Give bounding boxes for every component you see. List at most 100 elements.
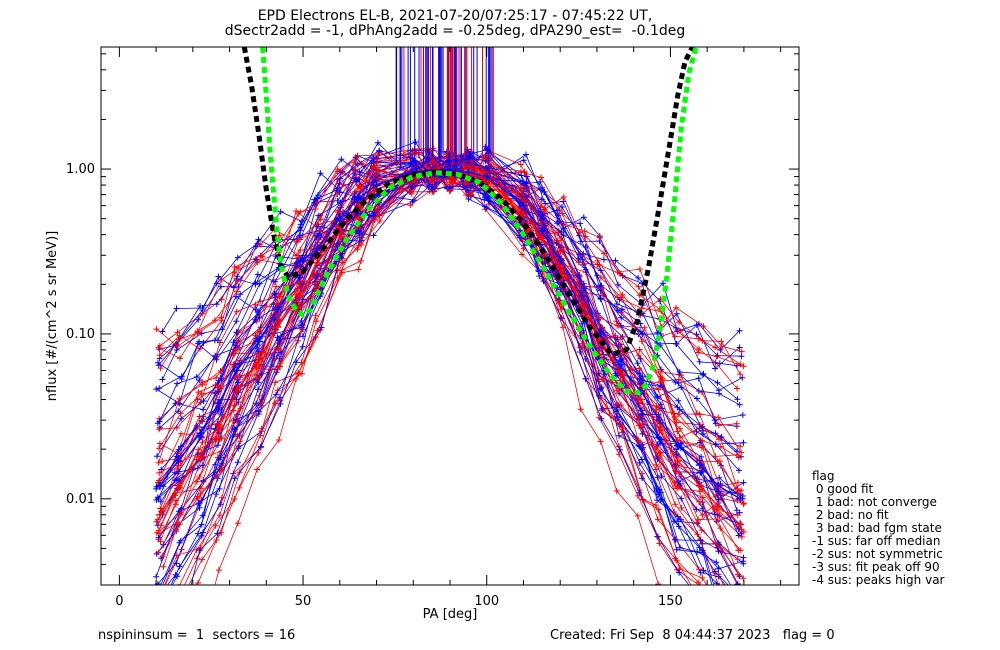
background-marker	[716, 360, 723, 367]
background-marker	[698, 444, 705, 451]
background-marker	[652, 502, 659, 509]
data-point-red	[556, 264, 565, 273]
background-marker	[252, 332, 259, 339]
background-marker	[334, 168, 341, 175]
background-marker	[541, 188, 548, 195]
background-marker	[698, 527, 705, 534]
background-marker	[177, 355, 183, 362]
background-marker	[673, 546, 680, 553]
background-marker	[153, 614, 159, 620]
y-tick-label: 0.10	[66, 327, 95, 342]
background-marker	[237, 438, 244, 445]
background-marker	[236, 484, 243, 491]
background-marker	[231, 264, 238, 270]
background-marker	[312, 312, 319, 319]
background-marker	[376, 147, 383, 154]
legend-item: -2 sus: not symmetric	[812, 547, 943, 561]
background-marker	[641, 324, 648, 331]
background-marker	[352, 175, 358, 182]
background-marker	[214, 475, 221, 482]
background-marker	[678, 372, 684, 379]
background-marker	[558, 204, 565, 210]
background-marker	[463, 180, 470, 187]
background-marker	[654, 516, 661, 523]
background-marker	[370, 155, 377, 162]
background-marker	[313, 284, 319, 291]
background-marker	[215, 436, 222, 443]
background-marker	[712, 608, 718, 614]
background-marker	[356, 230, 363, 237]
background-marker	[671, 410, 678, 417]
data-point-blue	[295, 273, 304, 282]
background-marker	[315, 223, 322, 230]
background-marker	[596, 234, 603, 241]
background-marker	[639, 376, 646, 383]
background-marker	[155, 359, 161, 366]
legend-item: 2 bad: no fit	[812, 508, 889, 522]
background-marker	[715, 422, 722, 429]
background-marker	[538, 216, 545, 223]
background-marker	[256, 374, 263, 381]
background-marker	[523, 151, 529, 158]
background-marker	[718, 615, 724, 621]
background-marker	[554, 248, 561, 255]
data-point-red	[155, 510, 164, 519]
background-marker	[293, 359, 300, 366]
background-marker	[214, 530, 221, 537]
background-marker	[677, 425, 683, 432]
background-marker	[215, 567, 222, 574]
background-marker	[558, 315, 565, 322]
background-marker	[352, 166, 359, 173]
background-marker	[176, 332, 183, 339]
background-marker	[598, 385, 605, 392]
background-marker	[579, 320, 586, 327]
background-marker	[252, 280, 259, 286]
background-marker	[734, 556, 741, 563]
background-marker	[694, 531, 701, 538]
background-marker	[718, 606, 724, 612]
background-marker	[520, 245, 527, 252]
background-marker	[740, 528, 747, 535]
background-marker	[634, 512, 641, 519]
background-marker	[218, 435, 225, 442]
background-trace	[155, 161, 738, 585]
background-marker	[517, 185, 524, 192]
background-marker	[429, 185, 436, 192]
background-marker	[696, 498, 702, 505]
background-marker	[446, 184, 453, 190]
background-marker	[156, 426, 163, 433]
background-marker	[233, 293, 240, 300]
background-marker	[672, 340, 679, 347]
background-marker	[672, 333, 678, 340]
background-marker	[230, 362, 237, 368]
data-point-blue	[736, 494, 745, 503]
background-marker	[174, 380, 181, 387]
background-marker	[298, 326, 305, 333]
background-marker	[656, 540, 663, 547]
background-marker	[252, 316, 259, 323]
background-marker	[672, 501, 679, 508]
background-marker	[314, 232, 321, 239]
background-marker	[553, 207, 560, 214]
background-marker	[659, 376, 666, 383]
background-marker	[613, 487, 620, 494]
background-marker	[218, 467, 225, 474]
data-point-blue	[655, 416, 664, 425]
background-marker	[297, 221, 304, 228]
background-marker	[232, 426, 238, 433]
background-marker	[218, 317, 225, 324]
background-marker	[693, 410, 700, 417]
background-marker	[738, 348, 745, 355]
background-marker	[578, 280, 585, 287]
background-marker	[675, 376, 682, 383]
background-marker	[407, 188, 414, 195]
background-marker	[409, 183, 416, 190]
data-point-blue	[335, 214, 344, 223]
background-marker	[657, 435, 664, 442]
background-marker	[577, 349, 584, 355]
background-marker	[715, 571, 722, 578]
background-marker	[255, 379, 262, 386]
background-marker	[354, 152, 361, 159]
background-marker	[159, 376, 166, 383]
